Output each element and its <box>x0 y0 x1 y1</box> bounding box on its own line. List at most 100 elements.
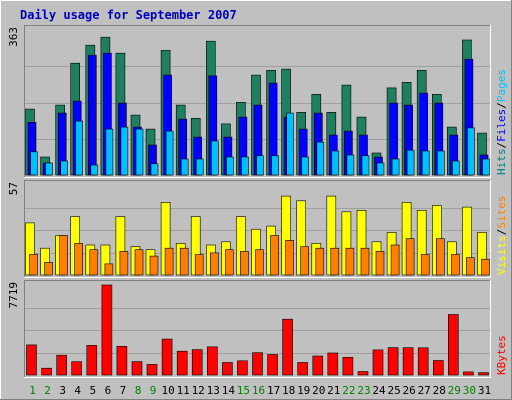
bar-pages-day-31 <box>482 158 490 176</box>
x-tick-label: 1 <box>29 384 36 397</box>
bar-sites-day-20 <box>315 247 325 276</box>
bar-sites-day-4 <box>74 243 83 276</box>
bar-sites-day-18 <box>285 240 294 276</box>
bar-kbytes-day-26 <box>402 347 414 376</box>
bar-kbytes-day-13 <box>207 346 218 376</box>
bar-kbytes-day-11 <box>176 350 188 376</box>
bar-kbytes-day-22 <box>342 356 354 376</box>
x-tick-label: 6 <box>105 384 112 397</box>
axis-label-hits: Hits <box>495 149 508 176</box>
bar-kbytes-day-2 <box>41 367 52 376</box>
x-tick-label: 9 <box>150 384 157 397</box>
bar-kbytes-day-6 <box>101 284 113 376</box>
bar-kbytes-day-30 <box>463 371 474 376</box>
axis-label-pages: Pages <box>495 69 508 102</box>
x-tick-label: 23 <box>357 384 370 397</box>
bar-sites-day-8 <box>134 249 144 276</box>
bar-kbytes-day-29 <box>447 314 459 376</box>
bar-pages-day-15 <box>241 156 249 176</box>
bar-sites-day-3 <box>59 235 69 276</box>
bar-pages-day-9 <box>150 163 159 176</box>
bar-pages-day-5 <box>90 164 99 176</box>
x-tick-label: 18 <box>282 384 295 397</box>
x-tick-label: 30 <box>463 384 476 397</box>
x-tick-label: 13 <box>207 384 220 397</box>
axis-label-visits: Visits <box>495 235 508 275</box>
bar-kbytes-day-4 <box>71 361 82 376</box>
bar-sites-day-24 <box>375 251 385 276</box>
x-tick-label: 22 <box>342 384 355 397</box>
bar-sites-day-15 <box>240 251 249 276</box>
x-tick-label: 12 <box>192 384 205 397</box>
bar-kbytes-day-27 <box>417 347 429 376</box>
x-tick-label: 2 <box>44 384 51 397</box>
axis-label-separator: / <box>495 229 508 236</box>
bar-kbytes-day-3 <box>56 354 68 376</box>
bar-sites-day-10 <box>164 247 174 276</box>
x-tick-label: 14 <box>222 384 236 397</box>
x-tick-label: 10 <box>161 384 174 397</box>
bar-pages-day-14 <box>226 156 234 176</box>
bar-kbytes-day-28 <box>432 360 444 376</box>
panel-2: 57 Visits/Sites <box>7 180 508 278</box>
bar-kbytes-day-1 <box>26 344 37 376</box>
bar-pages-day-25 <box>391 158 400 176</box>
bar-pages-day-7 <box>120 126 129 176</box>
bar-pages-day-27 <box>421 150 430 176</box>
x-tick-label: 8 <box>135 384 142 397</box>
bar-sites-day-31 <box>481 258 490 276</box>
series-axis-label: Visits/Sites <box>495 196 508 276</box>
x-tick-label: 25 <box>387 384 400 397</box>
bar-sites-day-2 <box>44 262 53 276</box>
bar-kbytes-day-7 <box>116 345 128 376</box>
x-tick-label: 17 <box>267 384 280 397</box>
series-axis-label: Hits/Files/Pages <box>495 69 508 175</box>
bar-pages-day-21 <box>331 150 340 176</box>
bar-kbytes-day-15 <box>237 360 248 376</box>
panel-3: 7719 KBytes <box>7 280 508 378</box>
x-tick-label: 28 <box>433 384 446 397</box>
axis-label-separator: / <box>495 142 508 149</box>
bar-kbytes-day-19 <box>297 362 309 376</box>
bar-kbytes-day-9 <box>146 364 158 376</box>
bar-kbytes-day-17 <box>267 354 278 376</box>
y-max-label: 7719 <box>7 282 20 309</box>
bar-pages-day-13 <box>211 140 219 176</box>
axis-label-sites: Sites <box>495 196 508 229</box>
bar-sites-day-17 <box>270 235 279 276</box>
bar-sites-day-25 <box>390 244 400 276</box>
bar-pages-day-19 <box>301 156 310 176</box>
bar-kbytes-day-5 <box>86 345 98 376</box>
bar-kbytes-day-24 <box>372 349 384 376</box>
bar-pages-day-6 <box>105 128 114 176</box>
bar-pages-day-17 <box>271 155 279 176</box>
bar-pages-day-16 <box>256 155 264 176</box>
x-tick-label: 7 <box>120 384 127 397</box>
bar-kbytes-day-21 <box>327 352 339 376</box>
bar-sites-day-12 <box>194 254 204 276</box>
x-tick-label: 21 <box>327 384 340 397</box>
bar-sites-day-22 <box>345 247 355 276</box>
bar-sites-day-30 <box>466 257 475 276</box>
bar-sites-day-21 <box>330 247 340 276</box>
bar-sites-day-5 <box>89 249 99 276</box>
bar-kbytes-day-14 <box>222 362 233 376</box>
bar-files-day-5 <box>88 54 97 176</box>
y-max-label: 363 <box>7 27 20 47</box>
series-axis-label: KBytes <box>495 335 508 375</box>
bar-kbytes-day-16 <box>252 352 263 376</box>
bar-kbytes-day-25 <box>387 347 399 376</box>
bar-pages-day-29 <box>451 160 460 176</box>
x-tick-label: 24 <box>372 384 386 397</box>
chart-panels: 363Hits/Files/Pages57Visits/Sites7719KBy… <box>7 25 508 378</box>
bar-kbytes-day-20 <box>312 355 324 376</box>
bar-sites-day-9 <box>149 255 159 276</box>
bar-pages-day-20 <box>316 141 325 176</box>
bar-kbytes-day-8 <box>131 361 143 376</box>
bar-sites-day-14 <box>225 249 234 276</box>
x-tick-label: 15 <box>237 384 250 397</box>
axis-label-files: Files <box>495 109 508 142</box>
x-axis-labels: 1 2 3 4 5 6 7 8 9 10 11 12 13 14 15 16 17 18 19 20 21 22 23 24 2… <box>29 384 491 397</box>
bar-pages-day-1 <box>30 151 38 176</box>
